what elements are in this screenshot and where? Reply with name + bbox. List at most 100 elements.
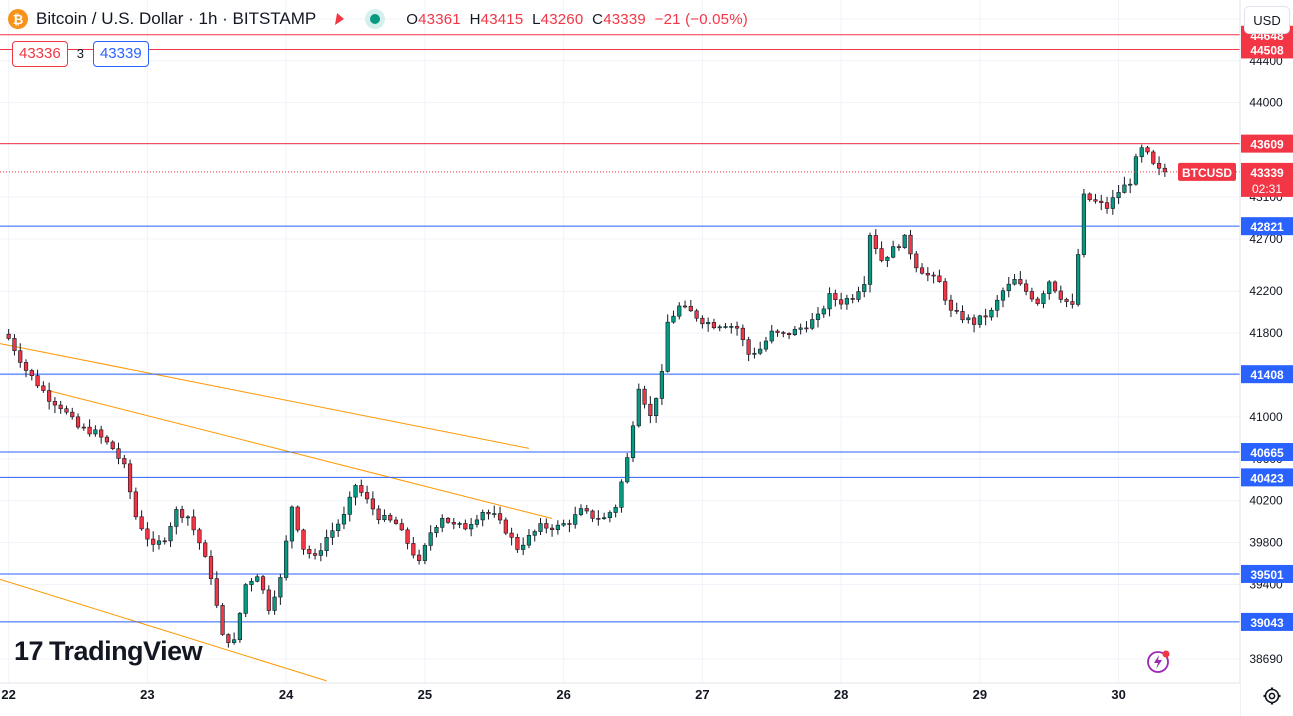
candle-body [544, 523, 549, 529]
candle-body [1052, 281, 1058, 292]
candle-body [1122, 184, 1127, 193]
candle-body [995, 299, 1000, 311]
candle-body [931, 274, 936, 277]
candle-body [1000, 290, 1006, 301]
currency-dropdown[interactable]: USD [1244, 6, 1290, 34]
candle-body [295, 506, 300, 531]
candle-body [804, 327, 809, 330]
time-axis[interactable]: 22 23 24 25 26 27 28 29 30 [1, 687, 1125, 702]
candle-body [266, 589, 271, 611]
candle-body [347, 496, 352, 515]
candle-body [526, 534, 532, 546]
candle-body [706, 322, 711, 325]
candle-body [1058, 290, 1063, 300]
candle-body [52, 401, 58, 406]
candle-body [734, 326, 740, 329]
candle-body [839, 299, 844, 305]
sell-button[interactable]: 43336 [12, 40, 68, 67]
candle-body [353, 485, 358, 498]
bitcoin-icon: ₿ [8, 9, 28, 29]
candle-body [758, 348, 763, 354]
level-label-bg [1241, 217, 1293, 236]
symbol-header[interactable]: ₿ Bitcoin / U.S. Dollar · 1h · BITSTAMP … [8, 6, 748, 32]
candle-body [480, 512, 485, 521]
level-label-bg [1241, 612, 1293, 631]
candle-body [469, 524, 474, 530]
candle-body [1035, 298, 1040, 304]
current-price-text: 43339 [1250, 166, 1284, 180]
tradingview-mark-icon: 17 [14, 636, 44, 666]
candle-body [70, 411, 75, 418]
trendline [49, 390, 553, 520]
candle-body [47, 390, 52, 402]
candle-body [382, 514, 387, 521]
trendlines [0, 343, 553, 682]
gear-icon[interactable] [1262, 686, 1282, 706]
candle-body [971, 317, 977, 325]
symbol-title[interactable]: Bitcoin / U.S. Dollar · 1h · BITSTAMP [36, 9, 317, 28]
close-value: 43339 [603, 10, 646, 28]
candle-body [815, 313, 821, 320]
candle-body [110, 441, 115, 450]
candle-body [497, 513, 503, 521]
candle-body [139, 516, 144, 530]
candle-body [486, 512, 491, 515]
candle-body [1041, 293, 1046, 304]
buy-button[interactable]: 43339 [92, 40, 149, 67]
market-open-icon [370, 14, 381, 24]
candle-body [538, 523, 543, 532]
candle-body [1156, 163, 1162, 169]
candle-body [422, 545, 427, 561]
candle-body [966, 317, 971, 321]
candle-body [746, 339, 751, 355]
level-label-text: 42821 [1250, 220, 1284, 234]
candle-body [203, 542, 208, 557]
candle-body [740, 327, 745, 341]
candle-body [243, 584, 248, 614]
level-label-text: 40665 [1250, 446, 1284, 460]
candle-body [411, 543, 416, 556]
low-value: 43260 [540, 10, 584, 28]
candle-body [960, 311, 965, 321]
candle-body [145, 528, 150, 540]
candle-body [87, 426, 92, 435]
candle-body [561, 523, 566, 526]
candle-body [654, 398, 659, 416]
price-tick-label: 44000 [1249, 96, 1283, 110]
candle-body [717, 326, 722, 329]
candle-body [729, 326, 734, 328]
candle-body [555, 524, 560, 530]
candle-body [509, 532, 514, 538]
candle-body [989, 309, 994, 318]
candle-body [827, 293, 832, 310]
bolt-icon[interactable] [1146, 648, 1172, 674]
candle-body [532, 531, 537, 536]
candle-body [376, 508, 381, 521]
candle-body [440, 517, 445, 528]
candle-body [1162, 167, 1167, 173]
candle-body [417, 554, 422, 561]
candle-body [197, 529, 202, 544]
candle-body [1012, 279, 1017, 285]
candle-body [862, 284, 867, 292]
candle-body [341, 514, 347, 525]
candle-body [1110, 197, 1115, 209]
flag-icon[interactable] [335, 13, 346, 25]
level-label-text: 40423 [1250, 471, 1284, 485]
candle-body [289, 506, 295, 542]
candle-body [93, 429, 98, 435]
candle-body [232, 639, 237, 643]
candle-body [781, 332, 786, 334]
candle-body [896, 246, 902, 248]
candle-body [1128, 183, 1133, 186]
candle-body [648, 403, 653, 416]
symbol-tag-bg [1178, 162, 1236, 181]
candle-body [602, 517, 607, 519]
candle-body [18, 350, 23, 363]
candle-body [359, 485, 364, 493]
time-tick-label: 27 [695, 687, 709, 702]
countdown-text: 02:31 [1252, 182, 1282, 196]
candle-body [226, 634, 231, 643]
price-tick-label: 40200 [1249, 494, 1283, 508]
